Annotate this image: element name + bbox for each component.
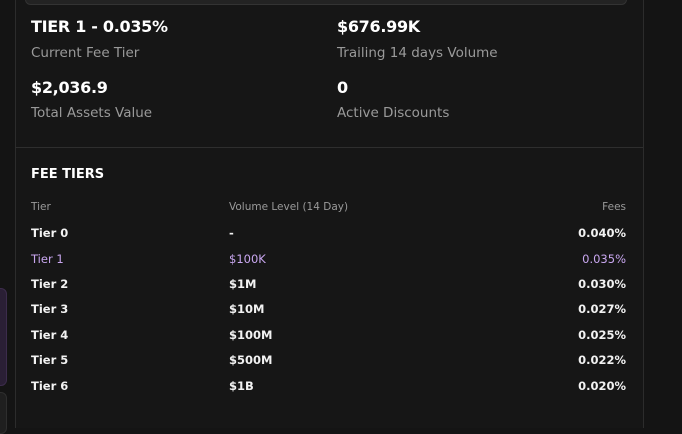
tier-name: Tier 2 (31, 277, 69, 291)
column-header: Volume Level (14 Day) (229, 201, 349, 213)
panel (15, 0, 644, 428)
column-header: Tier (31, 201, 51, 213)
volume-level: $100M (229, 328, 273, 342)
stat-label: Current Fee Tier (31, 45, 140, 61)
volume-level: $100K (229, 252, 266, 266)
stat-value: TIER 1 - 0.035% (31, 17, 168, 36)
side-tab[interactable] (0, 392, 7, 434)
stat-value: 0 (337, 78, 348, 97)
fee: 0.020% (578, 379, 626, 393)
volume-level: - (229, 226, 234, 240)
tier-name: Tier 0 (31, 226, 69, 240)
side-tab[interactable] (0, 288, 7, 386)
stat-label: Active Discounts (337, 105, 450, 121)
fee: 0.030% (578, 277, 626, 291)
divider (15, 147, 643, 148)
stat-label: Trailing 14 days Volume (337, 45, 498, 61)
volume-level: $10M (229, 302, 265, 316)
tier-name: Tier 5 (31, 353, 69, 367)
fee: 0.040% (578, 226, 626, 240)
top-bar (25, 0, 627, 5)
stat-value: $676.99K (337, 17, 420, 36)
column-header: Fees (602, 201, 626, 213)
stat-value: $2,036.9 (31, 78, 108, 97)
page: {"stats": [ {"value": "TIER 1 - 0.035%",… (0, 0, 644, 434)
fee: 0.035% (582, 252, 626, 266)
volume-level: $1B (229, 379, 254, 393)
volume-level: $1M (229, 277, 257, 291)
tier-name: Tier 3 (31, 302, 69, 316)
fee: 0.027% (578, 302, 626, 316)
tier-name: Tier 6 (31, 379, 69, 393)
stat-label: Total Assets Value (31, 105, 153, 121)
volume-level: $500M (229, 353, 273, 367)
tier-name: Tier 1 (31, 252, 64, 266)
fee: 0.025% (578, 328, 626, 342)
fee: 0.022% (578, 353, 626, 367)
tier-name: Tier 4 (31, 328, 69, 342)
section-title: FEE TIERS (31, 167, 105, 182)
